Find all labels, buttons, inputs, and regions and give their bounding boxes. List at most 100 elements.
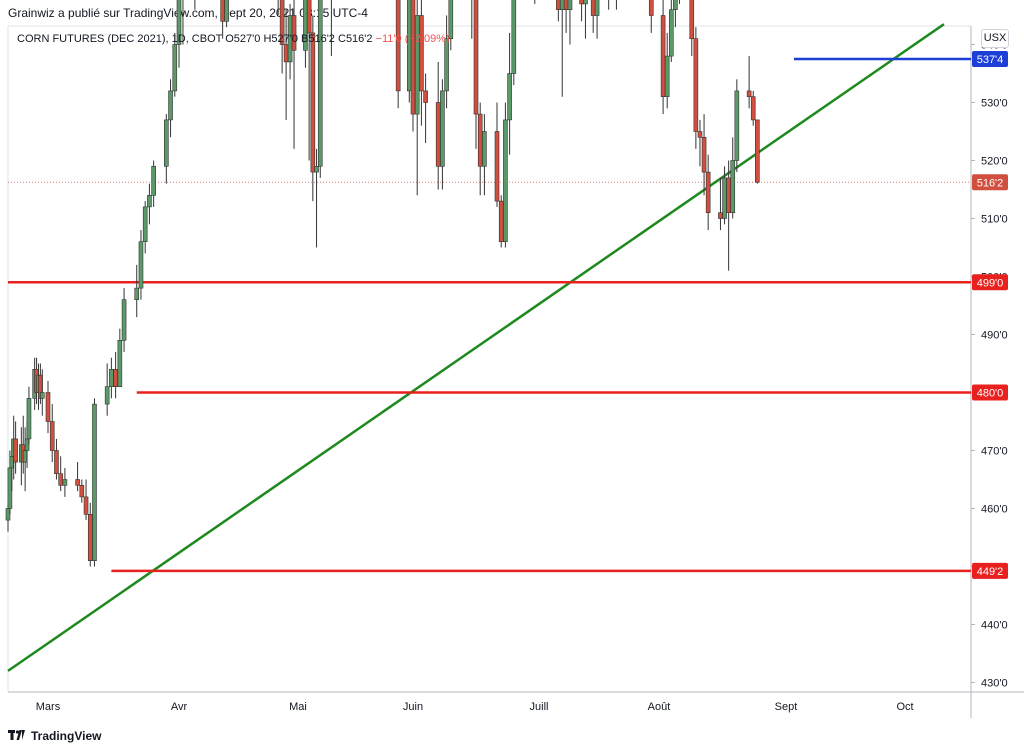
candle-up (482, 131, 487, 167)
price-badge-label: 516'2 (977, 177, 1004, 189)
candle-up (673, 0, 678, 10)
symbol-name: CORN FUTURES (DEC 2021), 1D, CBOT (17, 33, 223, 45)
candle-down (79, 484, 85, 498)
candle-up (317, 0, 323, 167)
candle-up (92, 403, 97, 562)
symbol-legend: CORN FUTURES (DEC 2021), 1D, CBOT O527'0… (17, 33, 450, 45)
price-badge (972, 274, 1008, 291)
y-tick-label: 440'0 (981, 620, 1008, 632)
candle-down (755, 119, 760, 183)
candle-up (414, 15, 420, 115)
candle-down (473, 0, 479, 115)
y-tick-label: 470'0 (981, 446, 1008, 458)
candle-up (109, 368, 114, 387)
candle-down (718, 212, 723, 219)
price-badge (972, 384, 1008, 401)
candle-up (24, 438, 30, 451)
candle-down (58, 473, 63, 486)
tradingview-logo-icon (8, 729, 26, 744)
candle-down (648, 0, 654, 16)
high-value: H527'0 (263, 33, 298, 45)
candle-up (594, 0, 600, 16)
candle-up (151, 166, 156, 196)
candle-down (435, 102, 441, 167)
candle-up (142, 206, 148, 242)
candle-up (164, 119, 169, 167)
candle-down (563, 0, 569, 10)
candle-down (498, 200, 504, 243)
candle-up (224, 0, 229, 22)
candle-down (75, 479, 80, 486)
candle-down (83, 496, 89, 515)
candle-down (13, 438, 18, 463)
candle-up (62, 479, 68, 486)
candle-down (494, 131, 500, 202)
candle-up (440, 90, 445, 167)
candle-up (121, 299, 127, 341)
candle-up (176, 0, 182, 45)
candle-down (113, 368, 118, 387)
candle-up (567, 0, 573, 11)
candle-down (54, 450, 59, 475)
tradingview-brand: TradingView (31, 729, 102, 743)
candle-up (138, 241, 144, 289)
candle-up (583, 0, 588, 5)
x-tick-label: Mai (289, 701, 307, 713)
price-badge-label: 537'4 (977, 54, 1004, 66)
candle-up (406, 0, 412, 92)
candle-down (701, 137, 707, 173)
candle-up (5, 508, 11, 521)
price-badge-label: 480'0 (977, 388, 1004, 400)
candle-up (507, 73, 512, 121)
candle-up (9, 455, 15, 469)
candle-up (734, 90, 740, 161)
candle-down (579, 0, 584, 5)
trendline-support (7, 23, 945, 672)
candle-up (444, 38, 449, 92)
candle-down (590, 0, 596, 16)
change-value: −11'0 (−2.09%) (375, 33, 450, 45)
candle-down (477, 113, 483, 167)
candle-down (291, 15, 297, 51)
x-tick-label: Juill (530, 701, 549, 713)
candle-down (750, 96, 756, 121)
candle-up (559, 0, 565, 10)
y-tick-label: 510'0 (981, 214, 1008, 226)
candle-down (306, 0, 312, 34)
x-tick-label: Oct (896, 701, 913, 713)
candle-down (220, 0, 225, 22)
candle-down (556, 0, 561, 11)
candle-up (730, 160, 736, 214)
x-tick-label: Juin (403, 701, 423, 713)
candle-up (39, 392, 45, 399)
candle-up (26, 397, 32, 440)
currency-button[interactable]: USX (981, 29, 1009, 48)
y-tick-label: 530'0 (981, 98, 1008, 110)
candle-down (746, 90, 752, 98)
candle-down (45, 392, 51, 422)
y-tick-label: 430'0 (981, 678, 1008, 690)
candle-down (49, 421, 55, 451)
candle-up (104, 386, 110, 405)
candle-up (503, 119, 508, 243)
close-value: C516'2 (338, 33, 373, 45)
x-tick-label: Sept (775, 701, 798, 713)
candle-up (147, 195, 152, 208)
candle-up (134, 287, 140, 301)
candle-up (22, 450, 28, 463)
price-badge (972, 174, 1008, 191)
candle-up (7, 467, 13, 509)
y-tick-label: 460'0 (981, 504, 1008, 516)
candle-down (726, 177, 731, 213)
candle-up (722, 177, 727, 219)
candle-down (423, 90, 428, 103)
candle-down (279, 0, 285, 45)
tradingview-footer: TradingView (8, 726, 101, 746)
y-tick-label: 490'0 (981, 330, 1008, 342)
low-value: B516'2 (301, 33, 335, 45)
candle-up (117, 339, 123, 387)
candle-down (689, 0, 695, 40)
candle-up (168, 90, 173, 121)
candle-down (705, 171, 711, 214)
